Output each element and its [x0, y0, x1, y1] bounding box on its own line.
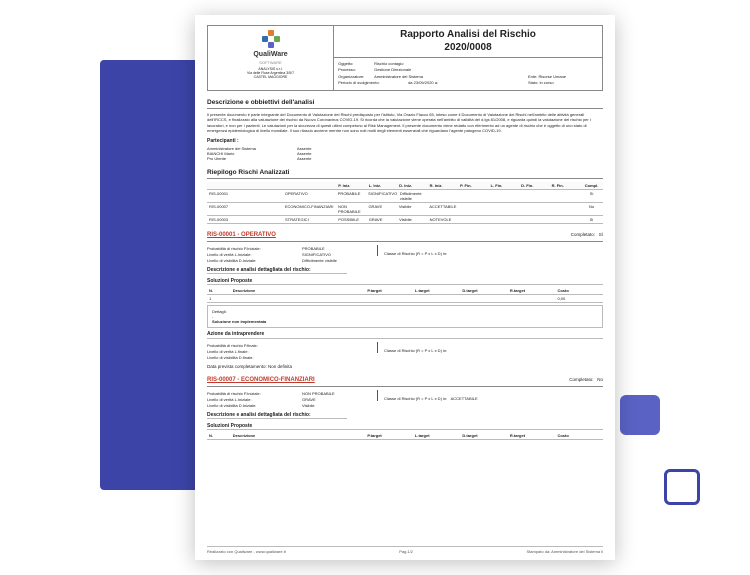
title-box: Rapporto Analisi del Rischio 2020/0008 — [334, 26, 602, 58]
doc-title-l1: Rapporto Analisi del Rischio — [336, 29, 600, 42]
table-row: RIS-00007ECONOMICO-FINANZIARINON PROBABI… — [207, 203, 603, 216]
document-header: QualiWare SOFTWARE ANALYSIS s.r.l. Via d… — [207, 25, 603, 91]
logo-icon — [262, 30, 280, 48]
risk1-final-block: Probabilità di rischio P.finale: Livello… — [207, 342, 603, 360]
summary-table: P. Iniz. L. Iniz. D. Iniz. R. Iniz. P. F… — [207, 182, 603, 224]
risk1-initial-block: Probabilità di rischio P.Iniziale:PROBAB… — [207, 245, 603, 263]
decoration-square-filled — [620, 395, 660, 435]
footer-right: Stampato da: Amministratore del Sistema … — [527, 549, 603, 554]
page-footer: Realizzato con Qualiware - www.qualiware… — [207, 546, 603, 554]
section-description-heading: Descrizione e obbiettivi dell'analisi — [207, 96, 603, 109]
header-right: Rapporto Analisi del Rischio 2020/0008 O… — [334, 26, 602, 90]
table-header: P. Iniz. L. Iniz. D. Iniz. R. Iniz. P. F… — [207, 182, 603, 190]
risk2-initial-block: Probabilità di rischio P.Iniziale:NON PR… — [207, 390, 603, 408]
footer-left: Realizzato con Qualiware - www.qualiware… — [207, 549, 286, 554]
decoration-square-outline — [664, 469, 700, 505]
document-page: QualiWare SOFTWARE ANALYSIS s.r.l. Via d… — [195, 15, 615, 560]
risk2-header: RIS-00007 - ECONOMICO-FINANZIARI Complet… — [207, 377, 603, 387]
risk2-sol-heading: Soluzioni Proposte — [207, 423, 603, 430]
header-logo-cell: QualiWare SOFTWARE ANALYSIS s.r.l. Via d… — [208, 26, 334, 90]
participants: Partecipanti : Amministratore del Sistem… — [207, 138, 603, 161]
participant-row: Pro UtenteAssente — [207, 156, 603, 161]
table-row: RIS-00001OPERATIVOPROBABILESIGNIFICATIVO… — [207, 190, 603, 203]
risk1-completion-date: Data prevista completamento: Non definit… — [207, 364, 603, 370]
risk1-solutions-table: N.DescrizioneP.targetL.targetD.targetR.t… — [207, 287, 603, 303]
risk1-detail-box: Dettagli: - Soluzione non implementata — [207, 305, 603, 328]
header-meta: Oggetto:Rischio contagio Processo:Gestio… — [334, 58, 602, 90]
risk2-desc-heading: Descrizione e analisi dettagliata del ri… — [207, 412, 347, 419]
risk1-desc-heading: Descrizione e analisi dettagliata del ri… — [207, 267, 347, 274]
doc-title-l2: 2020/0008 — [336, 42, 600, 55]
brand-name: QualiWare — [210, 51, 331, 60]
participants-heading: Partecipanti : — [207, 138, 603, 144]
description-text: Il presente documento è parte integrante… — [207, 112, 603, 134]
risk1-sol-heading: Soluzioni Proposte — [207, 278, 603, 285]
risk1-header: RIS-00001 - OPERATIVO Completato: Sì — [207, 232, 603, 242]
risk2-solutions-table: N.DescrizioneP.targetL.targetD.targetR.t… — [207, 432, 603, 440]
risk1-link[interactable]: RIS-00001 - OPERATIVO — [207, 232, 276, 238]
risk2-link[interactable]: RIS-00007 - ECONOMICO-FINANZIARI — [207, 377, 315, 383]
table-row: RIS-00003STRATEGICIPOSSIBILEGRAVEVisibil… — [207, 216, 603, 224]
org-address: ANALYSIS s.r.l. Via delle Rose Argentina… — [210, 67, 331, 80]
brand-sub: SOFTWARE — [210, 60, 331, 65]
risk1-action-heading: Azione da intraprendere — [207, 331, 603, 338]
footer-page: Pag.1/2 — [399, 549, 413, 554]
section-summary-heading: Riepilogo Rischi Analizzati — [207, 166, 603, 179]
